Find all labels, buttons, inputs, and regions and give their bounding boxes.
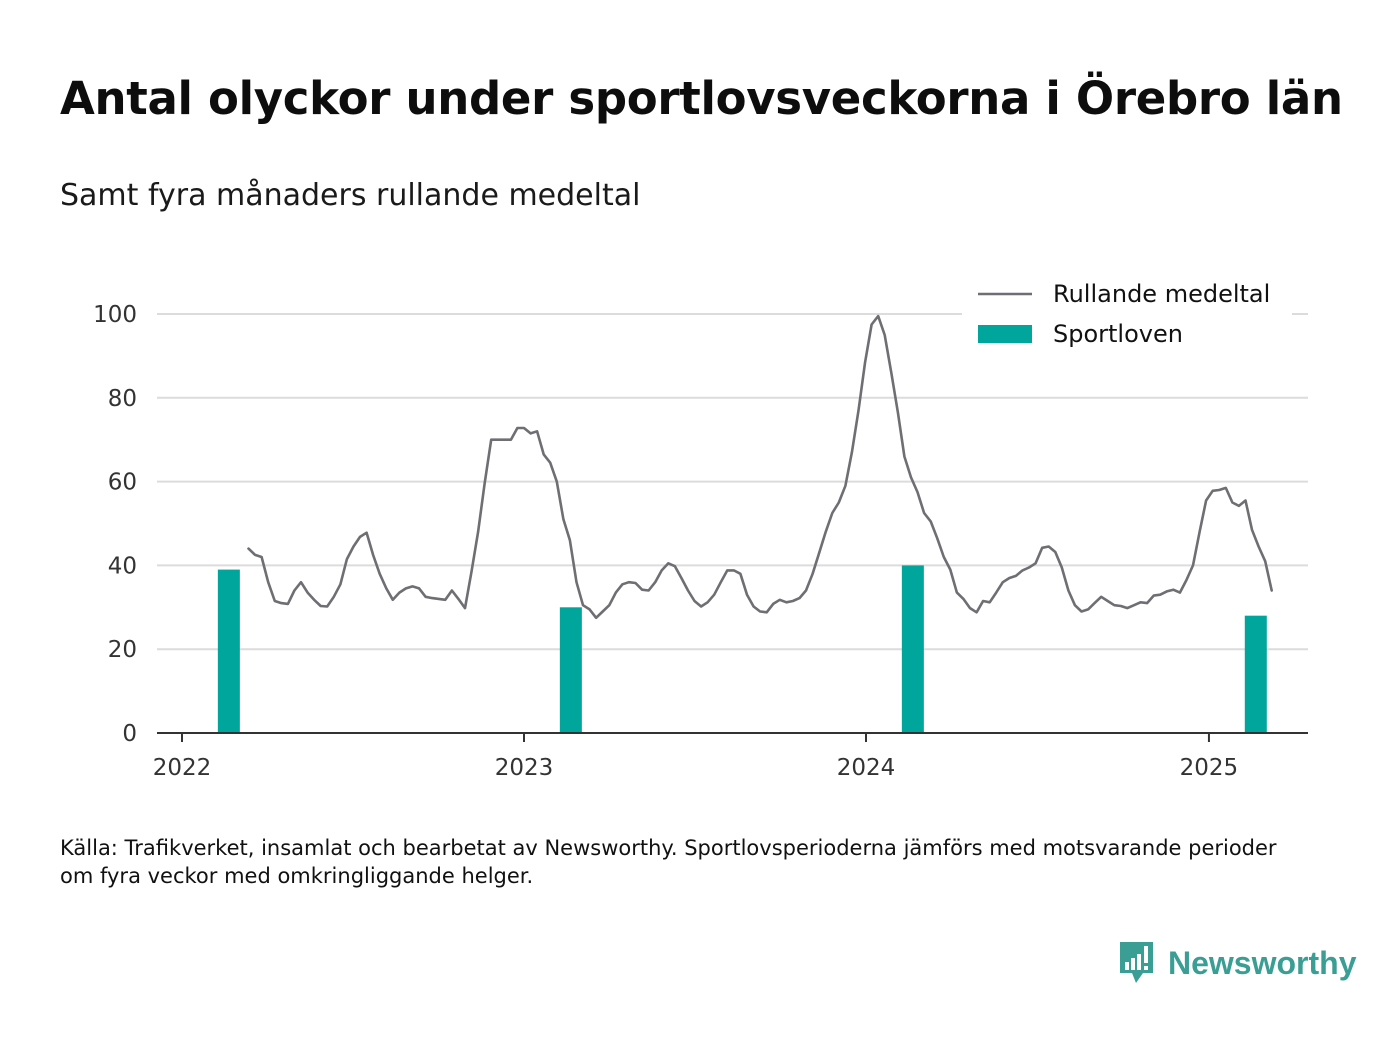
y-tick-label: 0 xyxy=(122,721,137,747)
x-tick-label: 2024 xyxy=(837,755,896,781)
chart-title: Antal olyckor under sportlovsveckorna i … xyxy=(60,72,1343,125)
legend-label: Rullande medeltal xyxy=(1053,280,1270,308)
bar-sportlov-2022 xyxy=(217,569,240,733)
grid xyxy=(157,313,1308,651)
chart-subtitle: Samt fyra månaders rullande medeltal xyxy=(60,178,641,213)
y-tick-label: 40 xyxy=(108,553,137,579)
x-tick-label: 2023 xyxy=(495,755,554,781)
bar-sportlov-2024 xyxy=(901,565,924,733)
legend-label: Sportloven xyxy=(1053,320,1183,348)
y-tick-label: 20 xyxy=(108,637,137,663)
sportloven-bars xyxy=(217,565,1267,733)
y-tick-label: 100 xyxy=(93,302,137,328)
x-tick-label: 2025 xyxy=(1180,755,1239,781)
axes: 0 20 40 60 80 100 2022 2023 2024 2025 xyxy=(93,302,1308,781)
y-tick-label: 60 xyxy=(108,470,137,496)
rolling-average-series xyxy=(247,314,1273,620)
legend-background xyxy=(962,275,1292,361)
chart-area: 0 20 40 60 80 100 2022 2023 2024 2025 Rullande me… xyxy=(93,275,1308,781)
y-tick-label: 80 xyxy=(108,386,137,412)
legend-swatch-bar xyxy=(978,325,1032,343)
newsworthy-logo: Newsworthy xyxy=(1118,938,1356,988)
rolling-average-line xyxy=(247,314,1273,620)
x-tick-label: 2022 xyxy=(153,755,212,781)
bar-sportlov-2025 xyxy=(1244,615,1267,733)
source-note: Källa: Trafikverket, insamlat och bearbe… xyxy=(60,836,1277,888)
brand-name: Newsworthy xyxy=(1168,944,1357,981)
bar-sportlov-2023 xyxy=(559,607,582,733)
legend: Rullande medeltal Sportloven xyxy=(962,275,1292,361)
newsworthy-logo-icon xyxy=(1120,942,1153,983)
